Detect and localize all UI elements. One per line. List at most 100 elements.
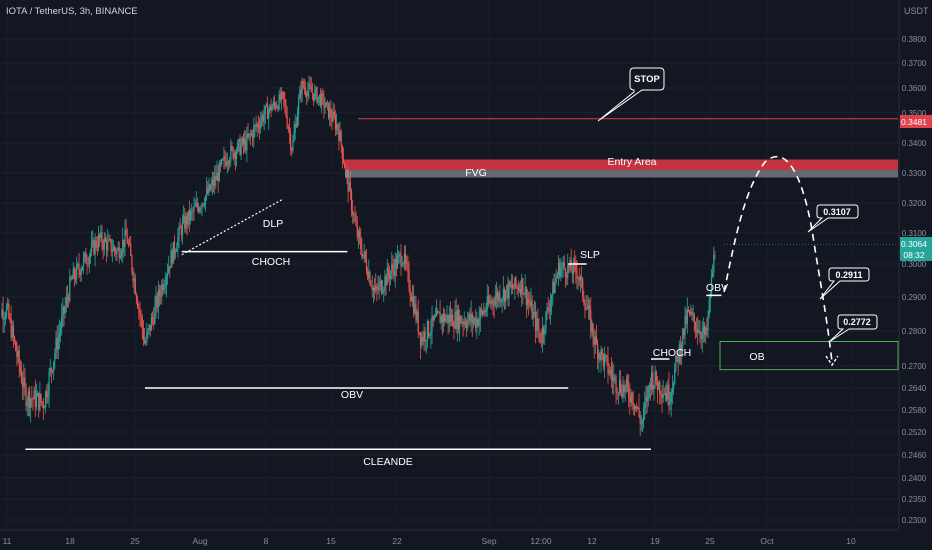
- x-tick-label: Sep: [481, 536, 496, 546]
- candle-body: [140, 314, 142, 318]
- candle-body: [492, 299, 494, 304]
- candle-body: [432, 315, 434, 321]
- candle-body: [427, 321, 430, 336]
- candle-body: [449, 314, 452, 322]
- candle-body: [408, 269, 410, 290]
- candle-body: [163, 286, 165, 291]
- candle-body: [436, 310, 438, 317]
- candle-body: [367, 271, 369, 279]
- candle-body: [698, 330, 700, 333]
- candle-body: [162, 284, 164, 291]
- candle-body: [431, 315, 433, 332]
- candle-body: [599, 353, 601, 360]
- candle-body: [691, 311, 693, 315]
- candle-body: [670, 392, 672, 403]
- dlp-line: [181, 198, 284, 256]
- candle-body: [48, 372, 50, 395]
- candle-body: [507, 284, 509, 299]
- candle-body: [528, 299, 530, 303]
- candle-body: [283, 92, 285, 99]
- candle-body: [714, 255, 716, 256]
- candle-body: [572, 261, 575, 275]
- target-callout-3: 0.2772: [828, 314, 878, 343]
- candle-body: [266, 104, 269, 119]
- candle-body: [399, 253, 401, 255]
- candle-body: [348, 182, 350, 192]
- candle-body: [39, 393, 41, 410]
- x-tick-label: Oct: [760, 536, 774, 546]
- candle-body: [275, 104, 277, 108]
- candle-body: [594, 336, 596, 345]
- candle-body: [379, 280, 381, 284]
- candle-body: [149, 324, 151, 331]
- candle-body: [74, 278, 77, 280]
- candle-body: [461, 322, 463, 324]
- candle-body: [500, 300, 502, 303]
- candle-body: [375, 286, 377, 291]
- candle-body: [119, 255, 121, 258]
- candle-body: [450, 314, 453, 322]
- candle-body: [295, 124, 297, 127]
- candle-body: [353, 214, 355, 216]
- time-axis[interactable]: 11 18 25 Aug 8 15 22 Sep 12:00 12 19 25 Oct 10: [3, 536, 856, 546]
- candle-body: [549, 302, 552, 312]
- candle-body: [212, 179, 215, 186]
- candle-body: [229, 160, 231, 164]
- candle-body: [465, 325, 468, 328]
- candle-body: [115, 250, 117, 255]
- price-axis[interactable]: 0.3800 0.3700 0.3600 0.3500 0.3400 0.3300 0.32…: [902, 35, 927, 525]
- candle-body: [643, 408, 645, 421]
- candle-body: [25, 387, 27, 407]
- candle-body: [707, 314, 709, 331]
- candle-body: [104, 238, 107, 242]
- candle-body: [602, 354, 604, 367]
- candle-body: [562, 262, 564, 266]
- candle-body: [676, 355, 678, 357]
- candle-body: [80, 270, 82, 276]
- candle-body: [330, 108, 332, 118]
- candle-body: [460, 316, 462, 324]
- candle-body: [708, 299, 710, 315]
- candle-body: [273, 101, 276, 105]
- candle-body: [34, 390, 36, 407]
- x-tick-label: 18: [65, 536, 75, 546]
- candle-body: [40, 393, 42, 402]
- candle-body: [355, 220, 357, 226]
- candle-body: [285, 104, 287, 116]
- y-tick-label: 0.3400: [902, 139, 927, 148]
- candle-body: [552, 281, 554, 296]
- candle-body: [532, 311, 534, 319]
- candle-body: [95, 240, 97, 248]
- candle-body: [588, 305, 591, 310]
- candle-body: [396, 256, 399, 269]
- candle-body: [252, 133, 254, 139]
- candle-body: [686, 309, 688, 324]
- candle-body: [247, 134, 249, 137]
- candle-body: [683, 328, 685, 336]
- target-2-value: 0.2911: [835, 270, 862, 280]
- candle-body: [391, 264, 393, 272]
- candle-body: [150, 317, 153, 331]
- candle-body: [56, 338, 58, 350]
- candle-body: [127, 243, 130, 245]
- candle-body: [253, 126, 255, 139]
- y-tick-label: 0.2350: [902, 495, 927, 504]
- candle-body: [534, 311, 537, 331]
- candle-body: [371, 286, 373, 291]
- candle-body: [234, 152, 236, 159]
- candle-body: [608, 373, 610, 374]
- candles: [1, 75, 716, 437]
- candle-body: [646, 396, 648, 402]
- candle-body: [329, 108, 331, 118]
- candle-body: [165, 276, 167, 285]
- candle-body: [551, 295, 553, 303]
- y-tick-label: 0.3500: [902, 109, 927, 118]
- candle-body: [480, 309, 483, 312]
- candle-body: [410, 295, 412, 302]
- candle-body: [86, 263, 88, 265]
- y-tick-label: 0.2900: [902, 293, 927, 302]
- candle-body: [629, 396, 631, 403]
- candle-body: [261, 115, 263, 122]
- candle-body: [298, 99, 300, 114]
